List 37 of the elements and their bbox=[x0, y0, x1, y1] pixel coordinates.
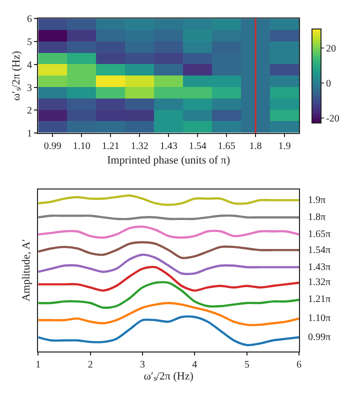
series-label: 1.43π bbox=[308, 262, 331, 273]
x-tick-label: 1.21 bbox=[102, 141, 120, 152]
x-tick-label: 5 bbox=[244, 359, 250, 370]
x-tick-label: 4 bbox=[192, 359, 198, 370]
series-label: 1.54π bbox=[308, 245, 331, 256]
series-label: 1.32π bbox=[308, 277, 331, 288]
x-tick-label: 1.54 bbox=[188, 141, 206, 152]
x-tick-label: 0.99 bbox=[44, 141, 62, 152]
x-tick-label: 2 bbox=[88, 359, 93, 370]
y-axis-title: Amplitude, A′ bbox=[20, 239, 33, 302]
x-tick-label: 1.65 bbox=[218, 141, 236, 152]
y-tick-label: 3 bbox=[27, 82, 32, 94]
x-axis-title: Imprinted phase (units of π) bbox=[107, 154, 230, 166]
x-tick-label: 6 bbox=[296, 359, 302, 370]
x-tick-label: 3 bbox=[140, 359, 145, 370]
series-label: 1.8π bbox=[308, 212, 326, 223]
series-label: 0.99π bbox=[308, 332, 331, 343]
y-tick-label: 5 bbox=[27, 36, 32, 48]
y-tick-label: 6 bbox=[27, 14, 32, 26]
x-tick-label: 1.43 bbox=[160, 141, 178, 152]
x-tick-label: 1.10 bbox=[72, 141, 90, 152]
series-label: 1.9π bbox=[308, 195, 326, 206]
color-bar-label: -20 bbox=[326, 113, 340, 124]
x-tick-label: 1 bbox=[36, 359, 41, 370]
y-tick-label: 2 bbox=[27, 106, 32, 117]
color-bar-label: 0 bbox=[326, 78, 331, 90]
x-tick-label: 1.8 bbox=[249, 141, 262, 152]
y-tick-label: 1 bbox=[27, 128, 32, 140]
series-label: 1.21π bbox=[308, 294, 331, 305]
y-tick-label: 4 bbox=[27, 60, 32, 71]
series-label: 1.65π bbox=[308, 229, 331, 240]
x-tick-label: 1.9 bbox=[278, 141, 291, 152]
series-label: 1.10π bbox=[308, 313, 331, 324]
x-tick-label: 1.32 bbox=[130, 141, 148, 152]
x-axis-title: ω′ₛ/2π (Hz) bbox=[144, 370, 194, 383]
color-bar-label: 20 bbox=[326, 44, 336, 55]
y-axis-title: ω′ₛ/2π (Hz) bbox=[10, 50, 23, 101]
